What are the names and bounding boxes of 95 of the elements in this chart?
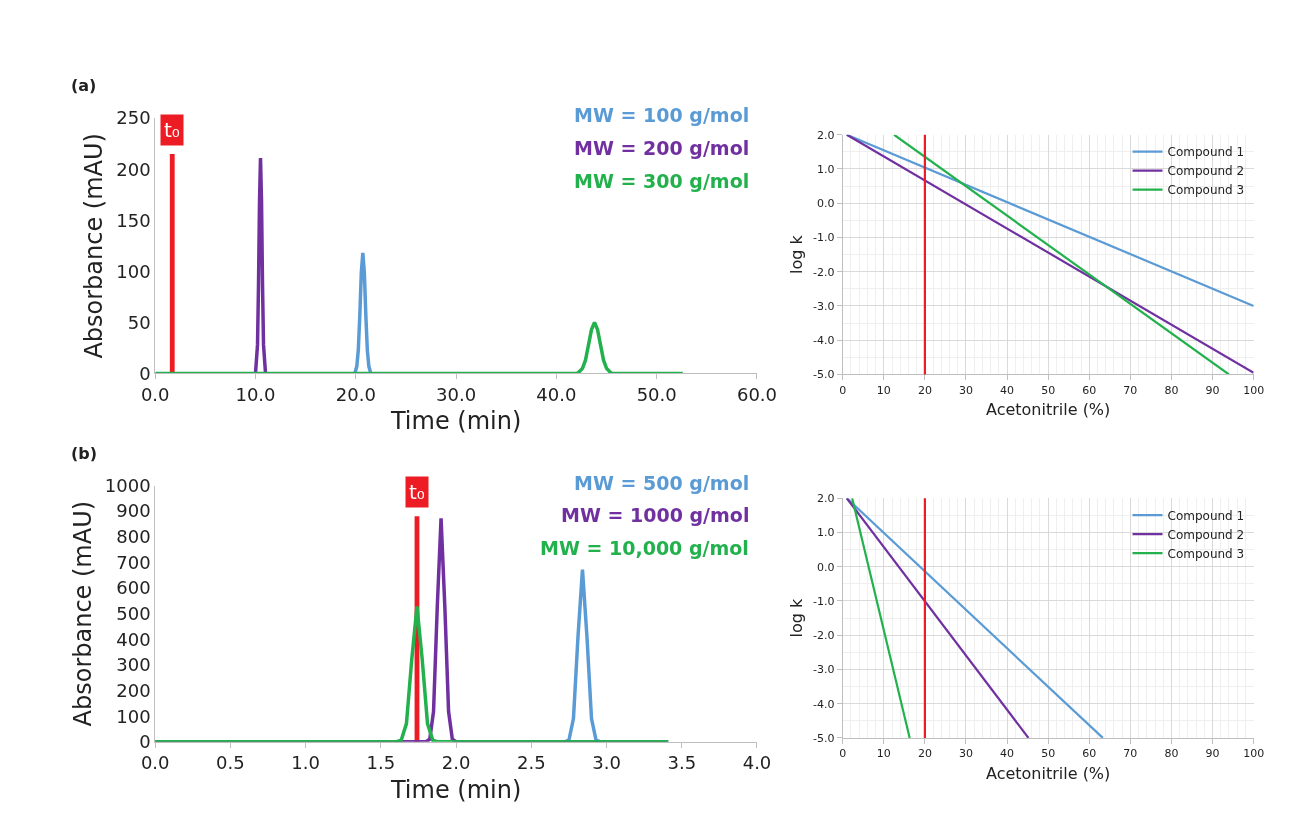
y-tick-label: -5.0 xyxy=(813,368,835,382)
legend-label: Compound 1 xyxy=(1167,508,1245,523)
x-tick-label: 60 xyxy=(1082,383,1097,397)
x-tick-label: 50.0 xyxy=(636,384,677,406)
x-tick-label: 80 xyxy=(1164,747,1179,761)
y-tick-label: -4.0 xyxy=(813,334,835,348)
x-tick-label: 100 xyxy=(1243,383,1265,397)
x-tick-label: 1.5 xyxy=(366,752,396,774)
y-tick-label: -2.0 xyxy=(813,629,835,643)
y-tick-label: 200 xyxy=(116,158,151,180)
text: MW = 1000 g/mol xyxy=(561,504,750,526)
x-tick-label: 20.0 xyxy=(335,384,376,406)
y-tick-label: 150 xyxy=(116,209,151,231)
text: (b) xyxy=(71,444,98,463)
x-tick-label: 40 xyxy=(1000,747,1015,761)
x-tick-label: 40.0 xyxy=(536,384,577,406)
x-tick-label: 1.0 xyxy=(291,752,320,774)
x-tick-label: 50 xyxy=(1041,383,1056,397)
y-tick-label: 600 xyxy=(116,577,151,599)
line-series xyxy=(353,251,373,374)
y-tick-label: -1.0 xyxy=(813,594,835,608)
x-tick-label: 90 xyxy=(1205,747,1220,761)
y-tick-label: 700 xyxy=(116,551,151,573)
y-tick-label: 250 xyxy=(116,107,151,129)
y-tick-label: 2.0 xyxy=(816,128,835,142)
y-tick-label: 100 xyxy=(116,260,151,282)
series-label: t₀ xyxy=(409,480,425,504)
legend-label: Compound 2 xyxy=(1167,527,1245,542)
y-tick-label: -5.0 xyxy=(813,731,835,745)
y-tick-label: 0.0 xyxy=(816,197,835,211)
x-tick-label: 30.0 xyxy=(436,384,477,406)
y-tick-label: 500 xyxy=(116,602,151,624)
x-tick-label: 60 xyxy=(1082,747,1097,761)
y-tick-label: -1.0 xyxy=(813,231,835,245)
x-tick-label: 3.0 xyxy=(592,752,621,774)
y-tick-label: 300 xyxy=(116,654,151,676)
y-tick-label: -2.0 xyxy=(813,265,835,279)
text: MW = 10,000 g/mol xyxy=(540,537,749,559)
x-tick-label: 70 xyxy=(1123,747,1138,761)
y-axis-title: Absorbance (mAU) xyxy=(80,133,109,359)
text: MW = 200 g/mol xyxy=(574,137,750,159)
x-tick-label: 20 xyxy=(917,747,932,761)
x-tick-label: 10.0 xyxy=(235,384,276,406)
x-tick-label: 30 xyxy=(958,383,973,397)
line-series xyxy=(253,156,268,374)
x-tick-label: 90 xyxy=(1205,383,1220,397)
x-axis-title: Acetonitrile (%) xyxy=(986,763,1111,783)
y-tick-label: -3.0 xyxy=(813,663,835,677)
x-tick-label: 40 xyxy=(1000,383,1015,397)
y-tick-label: 1.0 xyxy=(816,526,835,540)
x-axis-title: Time (min) xyxy=(389,775,522,804)
text: MW = 300 g/mol xyxy=(574,170,750,192)
x-tick-label: 30 xyxy=(958,747,973,761)
legend-label: Compound 3 xyxy=(1167,546,1245,561)
y-tick-label: 50 xyxy=(127,311,151,333)
y-tick-label: 400 xyxy=(116,628,151,650)
x-tick-label: 3.5 xyxy=(667,752,697,774)
line-series xyxy=(155,604,670,742)
x-tick-label: 0 xyxy=(839,383,847,397)
x-tick-label: 50 xyxy=(1041,747,1056,761)
x-tick-label: 100 xyxy=(1243,747,1265,761)
text: (a) xyxy=(71,76,97,95)
x-tick-label: 4.0 xyxy=(742,752,772,774)
y-tick-label: 1.0 xyxy=(816,162,835,176)
x-tick-label: 60.0 xyxy=(736,384,778,406)
legend-label: Compound 2 xyxy=(1167,164,1245,179)
y-axis-title: Absorbance (mAU) xyxy=(68,500,97,727)
legend-label: Compound 3 xyxy=(1167,183,1245,198)
x-tick-label: 2.0 xyxy=(441,752,471,774)
x-axis-title: Acetonitrile (%) xyxy=(986,400,1111,420)
x-tick-label: 10 xyxy=(876,747,891,761)
y-tick-label: 2.0 xyxy=(816,492,835,506)
x-tick-label: 0 xyxy=(839,747,847,761)
x-tick-label: 20 xyxy=(917,383,932,397)
legend-label: Compound 1 xyxy=(1167,145,1245,160)
y-tick-label: 1000 xyxy=(104,474,151,496)
line-series xyxy=(155,320,685,374)
y-axis-title: log k xyxy=(786,597,806,638)
text: MW = 500 g/mol xyxy=(574,472,750,494)
y-tick-label: 800 xyxy=(116,526,151,548)
y-tick-label: -4.0 xyxy=(813,697,835,711)
x-axis-title: Time (min) xyxy=(389,407,522,436)
y-axis-title: log k xyxy=(786,234,806,274)
y-tick-label: 100 xyxy=(116,705,151,727)
text: MW = 100 g/mol xyxy=(574,104,750,126)
y-tick-label: 0.0 xyxy=(816,560,835,574)
x-tick-label: 0.5 xyxy=(216,752,245,774)
x-tick-label: 70 xyxy=(1123,383,1138,397)
y-tick-label: 900 xyxy=(116,500,151,522)
x-tick-label: 80 xyxy=(1164,383,1179,397)
series-label: t₀ xyxy=(164,118,180,142)
y-tick-label: -3.0 xyxy=(813,299,835,313)
x-tick-label: 10 xyxy=(876,383,891,397)
y-tick-label: 200 xyxy=(116,679,151,701)
x-tick-label: 2.5 xyxy=(517,752,546,774)
